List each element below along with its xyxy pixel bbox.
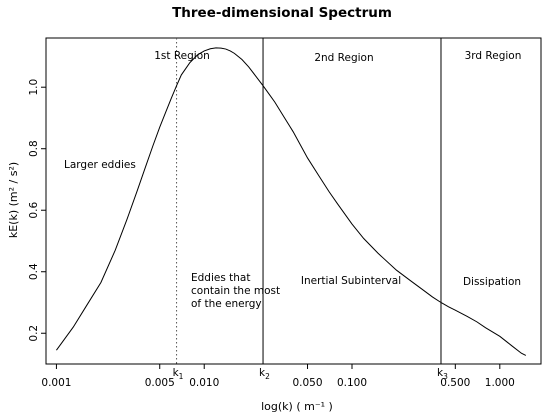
x-axis-ticks: 0.001 0.005 0.010 0.050 0.100 0.500 1.000 [41,364,515,389]
spectrum-line [56,47,527,356]
y-tick-label: 0.6 [28,202,40,219]
plot-frame [45,37,542,365]
y-tick-label: 0.2 [28,325,40,342]
x-tick-label: 0.050 [292,377,322,389]
x-tick-label: 1.000 [485,377,515,389]
y-tick-label: 0.8 [28,140,40,157]
x-tick-label: 0.500 [440,377,470,389]
annotation-energy-line-3: of the energy [191,298,262,310]
annotation-region3: 3rd Region [465,50,522,62]
y-tick-label: 1.0 [28,79,40,96]
x-axis-label: log(k) ( m⁻¹ ) [261,400,333,413]
annotation-energy-line-1: Eddies that [191,272,250,284]
x-tick-label: 0.001 [41,377,71,389]
y-axis-ticks: 0.2 0.4 0.6 0.8 1.0 [28,79,46,342]
annotation-energy-line-2: contain the most [191,285,280,297]
k3-label: k3 [437,367,448,381]
region-divider-lines: k1 k2 k3 [173,38,448,381]
x-tick-label: 0.100 [337,377,367,389]
y-axis-label: kE(k) (m² / s²) [7,162,20,238]
annotation-region2: 2nd Region [314,52,373,64]
chart-title: Three-dimensional Spectrum [172,5,392,21]
annotation-inertial: Inertial Subinterval [301,275,401,287]
y-tick-label: 0.4 [28,263,40,280]
k1-label: k1 [173,367,184,381]
x-tick-label: 0.010 [189,377,219,389]
annotation-larger-eddies: Larger eddies [64,159,136,171]
spectrum-series [56,47,527,356]
annotation-dissipation: Dissipation [463,276,521,288]
k2-label: k2 [259,367,270,381]
annotation-region1: 1st Region [154,50,210,62]
x-tick-label: 0.005 [145,377,175,389]
